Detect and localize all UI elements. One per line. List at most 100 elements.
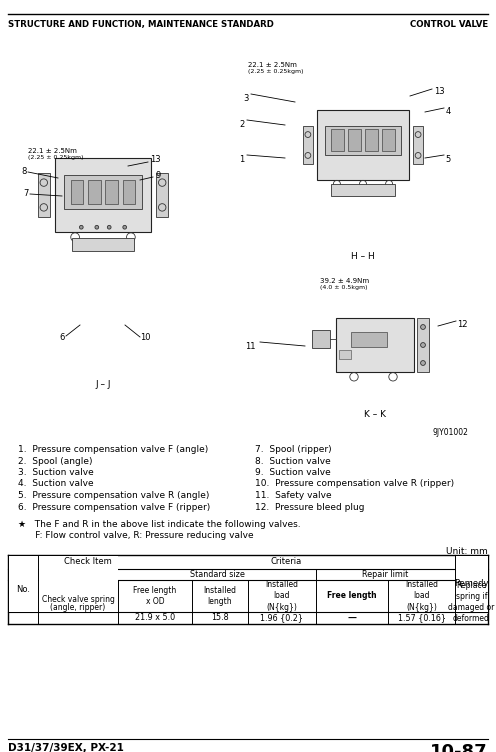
Bar bbox=[106, 180, 118, 205]
Text: K – K: K – K bbox=[364, 410, 386, 419]
Text: Standard size: Standard size bbox=[189, 570, 245, 579]
Text: Criteria: Criteria bbox=[271, 557, 302, 566]
Text: 5.  Pressure compensation valve R (angle): 5. Pressure compensation valve R (angle) bbox=[18, 491, 209, 500]
Text: 6: 6 bbox=[60, 333, 64, 342]
Text: 13: 13 bbox=[150, 156, 160, 165]
Text: No.: No. bbox=[16, 585, 30, 594]
Text: 22.1 ± 2.5Nm: 22.1 ± 2.5Nm bbox=[28, 148, 77, 154]
Text: 7.  Spool (ripper): 7. Spool (ripper) bbox=[255, 445, 332, 454]
Text: 10.  Pressure compensation valve R (ripper): 10. Pressure compensation valve R (rippe… bbox=[255, 480, 454, 489]
Circle shape bbox=[107, 226, 111, 229]
Bar bbox=[71, 180, 83, 205]
Text: (2.25 ± 0.25kgm): (2.25 ± 0.25kgm) bbox=[248, 69, 304, 74]
Text: 13: 13 bbox=[17, 598, 29, 607]
Bar bbox=[156, 173, 169, 217]
Text: 2: 2 bbox=[240, 120, 245, 129]
Text: Installed
load
(N{kg}): Installed load (N{kg}) bbox=[405, 581, 438, 611]
Circle shape bbox=[123, 226, 126, 229]
Text: Free length: Free length bbox=[327, 592, 377, 601]
Bar bbox=[351, 332, 387, 347]
Text: 15.8: 15.8 bbox=[211, 614, 229, 623]
Bar bbox=[325, 126, 401, 155]
Bar bbox=[336, 318, 414, 372]
Text: 11: 11 bbox=[245, 342, 255, 351]
Text: CONTROL VALVE: CONTROL VALVE bbox=[410, 20, 488, 29]
Circle shape bbox=[421, 343, 426, 347]
Text: (4.0 ± 0.5kgm): (4.0 ± 0.5kgm) bbox=[320, 285, 368, 290]
Text: 5: 5 bbox=[445, 155, 451, 164]
Bar bbox=[331, 129, 344, 151]
Text: Replace
spring if
damaged or
deformed: Replace spring if damaged or deformed bbox=[448, 581, 495, 623]
Text: STRUCTURE AND FUNCTION, MAINTENANCE STANDARD: STRUCTURE AND FUNCTION, MAINTENANCE STAN… bbox=[8, 20, 274, 29]
Text: Check Item: Check Item bbox=[64, 557, 112, 566]
Text: 1.  Pressure compensation valve F (angle): 1. Pressure compensation valve F (angle) bbox=[18, 445, 208, 454]
Bar bbox=[39, 556, 118, 611]
Text: Unit: mm: Unit: mm bbox=[446, 547, 488, 556]
Bar bbox=[88, 180, 101, 205]
Text: 2.  Spool (angle): 2. Spool (angle) bbox=[18, 456, 92, 465]
Bar bbox=[55, 158, 151, 232]
Text: Check valve spring: Check valve spring bbox=[42, 595, 115, 604]
Text: 12: 12 bbox=[457, 320, 467, 329]
Bar bbox=[382, 129, 395, 151]
Text: 39.2 ± 4.9Nm: 39.2 ± 4.9Nm bbox=[320, 278, 369, 284]
Text: 1.96 {0.2}: 1.96 {0.2} bbox=[260, 614, 304, 623]
Text: 13: 13 bbox=[434, 87, 444, 96]
Circle shape bbox=[421, 325, 426, 329]
Circle shape bbox=[421, 361, 426, 365]
Bar bbox=[366, 129, 378, 151]
Text: 11.  Safety valve: 11. Safety valve bbox=[255, 491, 332, 500]
Text: H – H: H – H bbox=[351, 252, 375, 261]
Text: ★   The F and R in the above list indicate the following valves.: ★ The F and R in the above list indicate… bbox=[18, 520, 301, 529]
Bar bbox=[72, 238, 134, 251]
Bar bbox=[413, 126, 423, 164]
Circle shape bbox=[79, 226, 83, 229]
Bar bbox=[417, 318, 429, 372]
Text: Repair limit: Repair limit bbox=[363, 570, 409, 579]
Text: Check valve spring: Check valve spring bbox=[42, 595, 115, 604]
Text: 1.57 {0.16}: 1.57 {0.16} bbox=[397, 614, 445, 623]
Text: 9: 9 bbox=[155, 171, 161, 180]
Text: 3: 3 bbox=[244, 94, 248, 103]
Bar bbox=[38, 173, 50, 217]
Text: 3.  Suction valve: 3. Suction valve bbox=[18, 468, 94, 477]
Bar bbox=[316, 111, 409, 180]
Text: Installed
load
(N{kg}): Installed load (N{kg}) bbox=[265, 581, 299, 611]
Text: Check Item: Check Item bbox=[64, 557, 112, 566]
Text: —: — bbox=[348, 614, 357, 623]
Bar bbox=[312, 330, 330, 348]
Text: 9.  Suction valve: 9. Suction valve bbox=[255, 468, 331, 477]
Text: Remedy: Remedy bbox=[454, 557, 489, 566]
Circle shape bbox=[95, 226, 99, 229]
Text: 10: 10 bbox=[140, 333, 150, 342]
Text: 8: 8 bbox=[21, 168, 27, 177]
Bar bbox=[8, 556, 38, 611]
Text: F: Flow control valve, R: Pressure reducing valve: F: Flow control valve, R: Pressure reduc… bbox=[18, 531, 253, 540]
Text: 12.  Pressure bleed plug: 12. Pressure bleed plug bbox=[255, 502, 365, 511]
Text: 9JY01002: 9JY01002 bbox=[432, 428, 468, 437]
Text: 8.  Suction valve: 8. Suction valve bbox=[255, 456, 331, 465]
Text: 7: 7 bbox=[23, 190, 29, 199]
Text: (angle, ripper): (angle, ripper) bbox=[51, 602, 106, 611]
Text: 4.  Suction valve: 4. Suction valve bbox=[18, 480, 94, 489]
Text: D31/37/39EX, PX-21: D31/37/39EX, PX-21 bbox=[8, 743, 124, 752]
Text: 1: 1 bbox=[240, 155, 245, 164]
Text: (2.25 ± 0.25kgm): (2.25 ± 0.25kgm) bbox=[28, 155, 83, 160]
Text: 6.  Pressure compensation valve F (ripper): 6. Pressure compensation valve F (ripper… bbox=[18, 502, 210, 511]
Text: Remedy: Remedy bbox=[454, 579, 489, 588]
Text: 4: 4 bbox=[445, 107, 451, 116]
Text: Installed
length: Installed length bbox=[203, 586, 237, 606]
Text: (angle, ripper): (angle, ripper) bbox=[51, 602, 106, 611]
Text: Remedy: Remedy bbox=[454, 579, 489, 588]
Bar bbox=[339, 350, 351, 359]
Text: 21.9 x 5.0: 21.9 x 5.0 bbox=[135, 614, 175, 623]
Bar bbox=[348, 129, 361, 151]
Bar bbox=[64, 175, 142, 209]
Text: 10-87: 10-87 bbox=[431, 743, 488, 752]
Text: J – J: J – J bbox=[95, 380, 111, 389]
Bar bbox=[303, 126, 313, 164]
Text: Free length
x OD: Free length x OD bbox=[133, 586, 177, 606]
Bar bbox=[455, 556, 488, 611]
Bar bbox=[331, 184, 395, 196]
Text: 22.1 ± 2.5Nm: 22.1 ± 2.5Nm bbox=[248, 62, 297, 68]
